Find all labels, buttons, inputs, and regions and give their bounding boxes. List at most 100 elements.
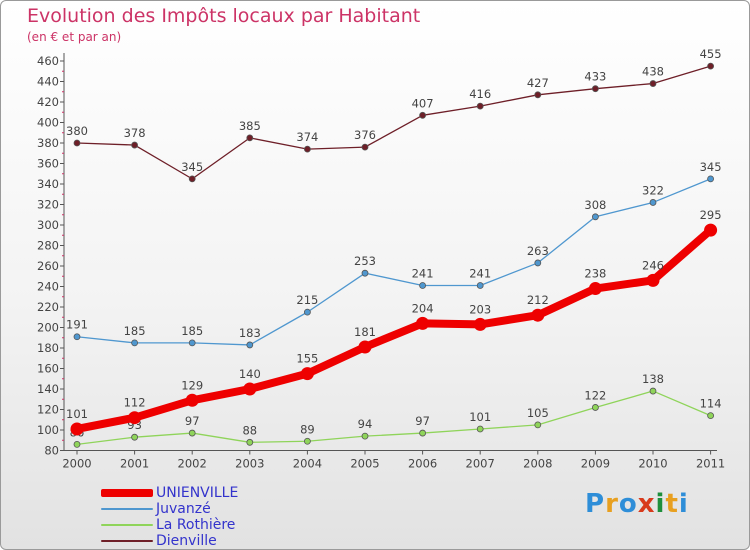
data-point bbox=[592, 85, 599, 93]
x-tick-label: 2000 bbox=[62, 457, 91, 471]
data-point bbox=[649, 80, 657, 87]
y-tick-label: 280 bbox=[37, 239, 59, 253]
data-label: 215 bbox=[296, 293, 318, 307]
logo-letter: x bbox=[637, 489, 656, 519]
data-label: 345 bbox=[181, 160, 203, 174]
data-point bbox=[704, 223, 718, 237]
legend: UNIENVILLE Juvanzé La Rothière Dienville bbox=[101, 485, 361, 549]
data-label: 433 bbox=[584, 70, 606, 84]
x-tick-label: 2009 bbox=[581, 457, 610, 471]
data-label: 374 bbox=[296, 130, 318, 144]
data-label: 308 bbox=[584, 198, 606, 212]
y-tick-label: 440 bbox=[37, 75, 59, 89]
data-point bbox=[534, 91, 542, 99]
data-label: 203 bbox=[469, 302, 491, 316]
data-label: 204 bbox=[412, 301, 434, 315]
legend-item: Juvanzé bbox=[101, 501, 361, 517]
data-point bbox=[303, 308, 311, 316]
y-tick-label: 240 bbox=[37, 280, 59, 294]
data-label: 89 bbox=[300, 422, 315, 436]
data-point bbox=[358, 340, 372, 354]
data-label: 112 bbox=[124, 396, 146, 410]
x-tick-label: 2008 bbox=[523, 457, 552, 471]
data-label: 416 bbox=[469, 87, 491, 101]
chart-title: Evolution des Impôts locaux par Habitant bbox=[27, 5, 421, 27]
logo-letter: r bbox=[605, 489, 619, 519]
data-label: 181 bbox=[354, 325, 376, 339]
y-tick-label: 120 bbox=[37, 403, 59, 417]
data-label: 438 bbox=[642, 65, 664, 79]
data-point bbox=[707, 62, 714, 70]
data-label: 380 bbox=[66, 124, 88, 138]
data-label: 376 bbox=[354, 128, 376, 142]
data-label: 455 bbox=[700, 47, 722, 61]
data-label: 185 bbox=[181, 324, 203, 338]
series-line bbox=[73, 226, 715, 433]
x-tick-label: 2007 bbox=[466, 457, 495, 471]
data-point bbox=[246, 341, 254, 349]
data-label: 263 bbox=[527, 244, 549, 258]
data-point bbox=[419, 111, 427, 119]
data-label: 191 bbox=[66, 318, 88, 332]
legend-swatch bbox=[101, 489, 153, 497]
data-point bbox=[188, 339, 196, 347]
x-tick-label: 2005 bbox=[350, 457, 379, 471]
data-point bbox=[592, 213, 599, 221]
data-point bbox=[361, 432, 369, 440]
data-point bbox=[416, 316, 430, 330]
data-point bbox=[303, 437, 311, 445]
legend-item: Dienville bbox=[101, 533, 361, 549]
data-point bbox=[707, 175, 714, 183]
data-point bbox=[476, 102, 484, 110]
data-label: 385 bbox=[239, 119, 261, 133]
data-point bbox=[361, 269, 369, 277]
legend-item: La Rothière bbox=[101, 517, 361, 533]
x-tick-label: 2010 bbox=[638, 457, 667, 471]
data-label: 378 bbox=[124, 126, 146, 140]
y-tick-label: 300 bbox=[37, 218, 59, 232]
data-label: 140 bbox=[239, 367, 261, 381]
data-label: 88 bbox=[242, 423, 257, 437]
data-point bbox=[592, 404, 599, 411]
legend-label: Dienville bbox=[156, 533, 217, 549]
data-label: 114 bbox=[700, 397, 722, 411]
data-point bbox=[243, 382, 257, 396]
y-tick-label: 160 bbox=[37, 362, 59, 376]
series-line bbox=[76, 390, 712, 446]
data-label: 122 bbox=[584, 388, 606, 402]
data-point bbox=[73, 440, 81, 448]
data-point bbox=[646, 273, 660, 287]
data-label: 138 bbox=[642, 372, 664, 386]
data-point bbox=[534, 259, 542, 267]
data-label: 246 bbox=[642, 258, 664, 272]
data-point bbox=[534, 421, 542, 429]
data-label: 212 bbox=[527, 293, 549, 307]
data-label: 407 bbox=[412, 96, 434, 110]
data-point bbox=[188, 175, 196, 183]
y-tick-label: 140 bbox=[37, 382, 59, 396]
y-tick-label: 380 bbox=[37, 136, 59, 150]
chart-subtitle: (en € et par an) bbox=[27, 30, 122, 44]
data-label: 97 bbox=[185, 414, 200, 428]
data-label: 427 bbox=[527, 76, 549, 90]
data-point bbox=[131, 433, 139, 441]
y-tick-label: 100 bbox=[37, 423, 59, 437]
data-point bbox=[188, 429, 196, 437]
data-point bbox=[300, 367, 314, 381]
logo-letter: P bbox=[585, 489, 606, 519]
legend-label: UNIENVILLE bbox=[156, 485, 239, 501]
data-point bbox=[707, 412, 714, 420]
data-label: 345 bbox=[700, 160, 722, 174]
data-label: 101 bbox=[469, 410, 491, 424]
series-line bbox=[76, 65, 712, 180]
data-label: 97 bbox=[415, 414, 430, 428]
x-tick-label: 2002 bbox=[178, 457, 207, 471]
data-point bbox=[246, 438, 254, 446]
proxiti-logo: Proxiti bbox=[585, 489, 689, 519]
data-point bbox=[649, 387, 657, 395]
data-point bbox=[531, 308, 545, 322]
x-tick-label: 2011 bbox=[696, 457, 725, 471]
data-point bbox=[476, 282, 484, 289]
